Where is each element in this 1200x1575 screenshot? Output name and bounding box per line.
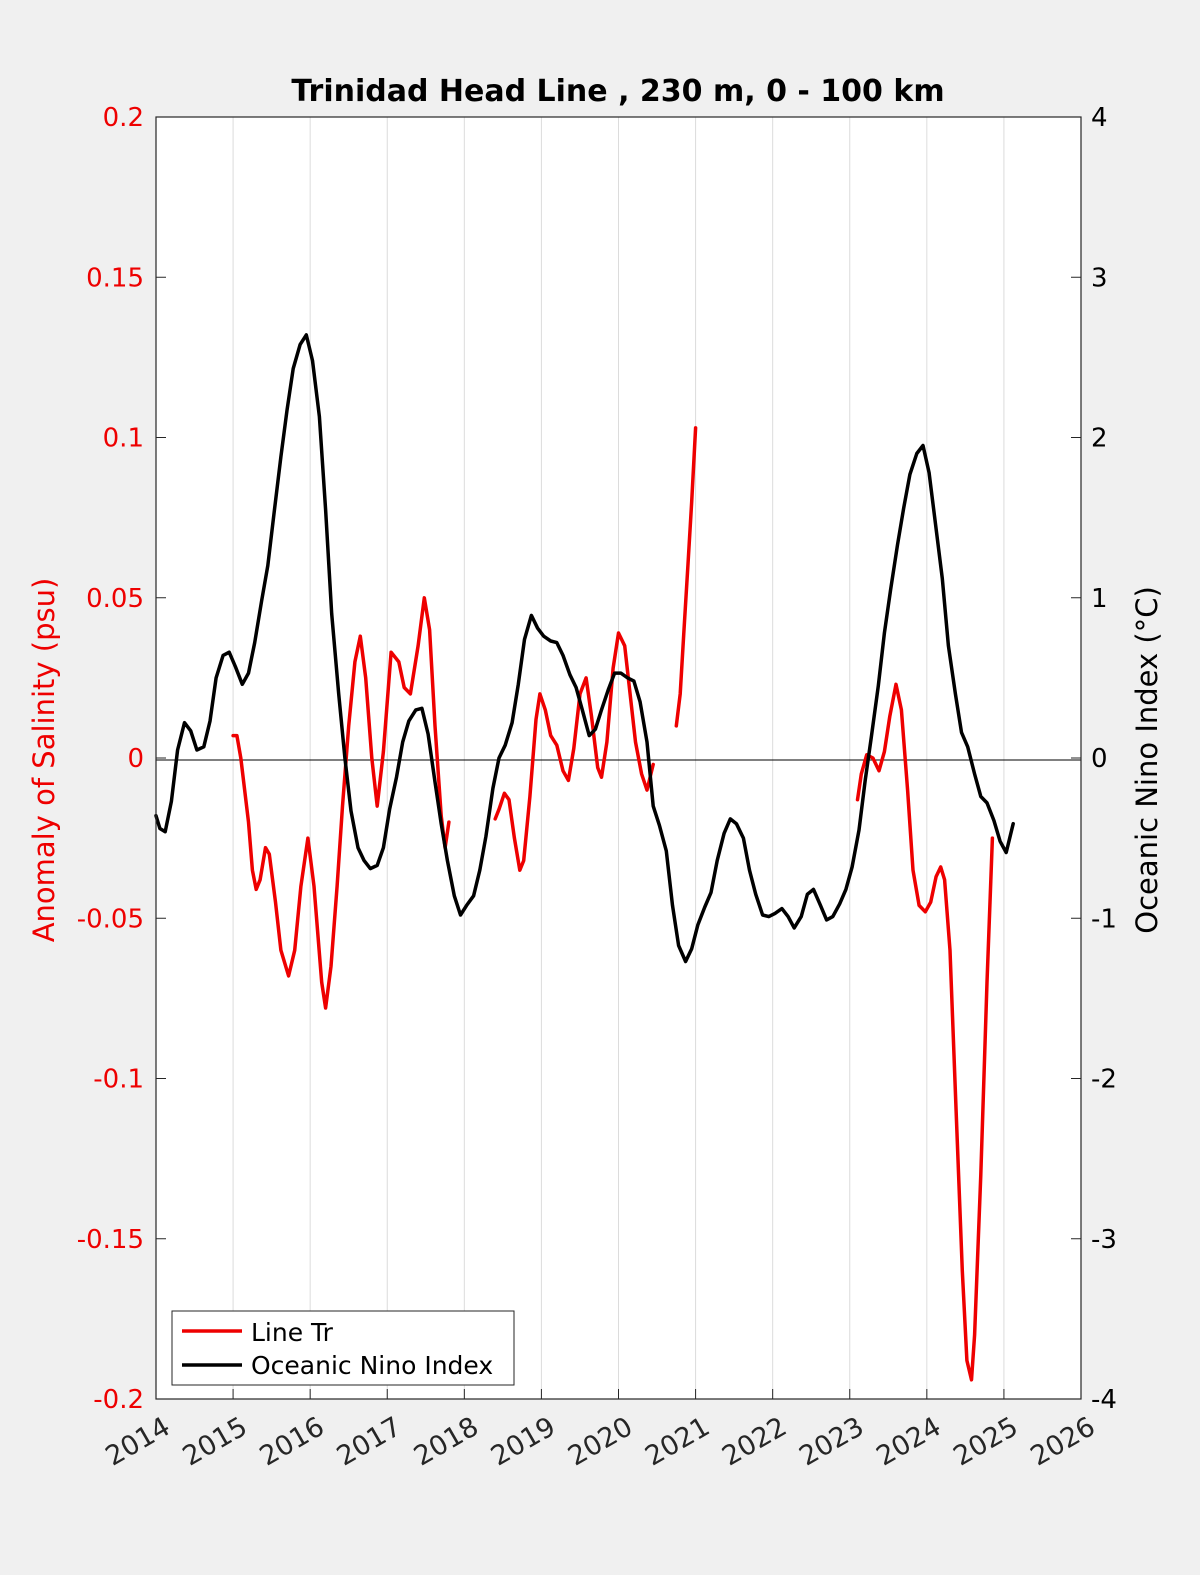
legend-label-oni: Oceanic Nino Index xyxy=(251,1351,493,1380)
y-right-tick-label: -1 xyxy=(1091,904,1117,934)
left-axis-label: Anomaly of Salinity (psu) xyxy=(27,578,61,943)
y-right-tick-label: -2 xyxy=(1091,1065,1117,1095)
legend: Line Tr Oceanic Nino Index xyxy=(171,1310,515,1386)
salinity-anomaly-line-segment-2 xyxy=(493,631,655,872)
right-y-axis: -4 -3 -2 -1 0 1 2 3 4 xyxy=(1071,103,1117,1415)
y-left-tick-label: -0.05 xyxy=(77,904,144,934)
y-left-tick-label: -0.1 xyxy=(93,1065,144,1095)
salinity-anomaly-line-segment-1 xyxy=(231,596,451,1010)
chart-title: Trinidad Head Line , 230 m, 0 - 100 km xyxy=(291,74,944,109)
y-left-tick-label: 0.05 xyxy=(86,584,144,614)
y-right-tick-label: 1 xyxy=(1091,584,1108,614)
salinity-anomaly-line-segment-4 xyxy=(855,682,995,1382)
legend-label-line-tr: Line Tr xyxy=(251,1318,334,1347)
series-layer xyxy=(154,333,1015,1382)
y-right-tick-label: -4 xyxy=(1091,1385,1117,1415)
y-right-tick-label: 4 xyxy=(1091,103,1108,133)
y-left-tick-label: 0.15 xyxy=(86,263,144,293)
y-left-tick-label: 0.2 xyxy=(103,103,144,133)
y-right-tick-label: 0 xyxy=(1091,744,1108,774)
y-right-tick-label: 3 xyxy=(1091,263,1108,293)
left-y-axis: -0.2 -0.15 -0.1 -0.05 0 0.05 0.1 0.15 0.2 xyxy=(77,103,166,1415)
salinity-anomaly-line-segment-3 xyxy=(674,426,698,728)
legend-box xyxy=(171,1310,515,1386)
y-right-tick-label: -3 xyxy=(1091,1225,1117,1255)
y-left-tick-label: -0.2 xyxy=(93,1385,144,1415)
y-right-tick-label: 2 xyxy=(1091,424,1108,454)
vertical-gridlines xyxy=(232,117,1005,1399)
oni-line-segment-1 xyxy=(154,333,1015,964)
y-left-tick-label: -0.15 xyxy=(77,1225,144,1255)
y-left-tick-label: 0.1 xyxy=(103,424,144,454)
right-axis-label: Oceanic Nino Index (°C) xyxy=(1130,586,1164,934)
y-left-tick-label: 0 xyxy=(127,744,144,774)
